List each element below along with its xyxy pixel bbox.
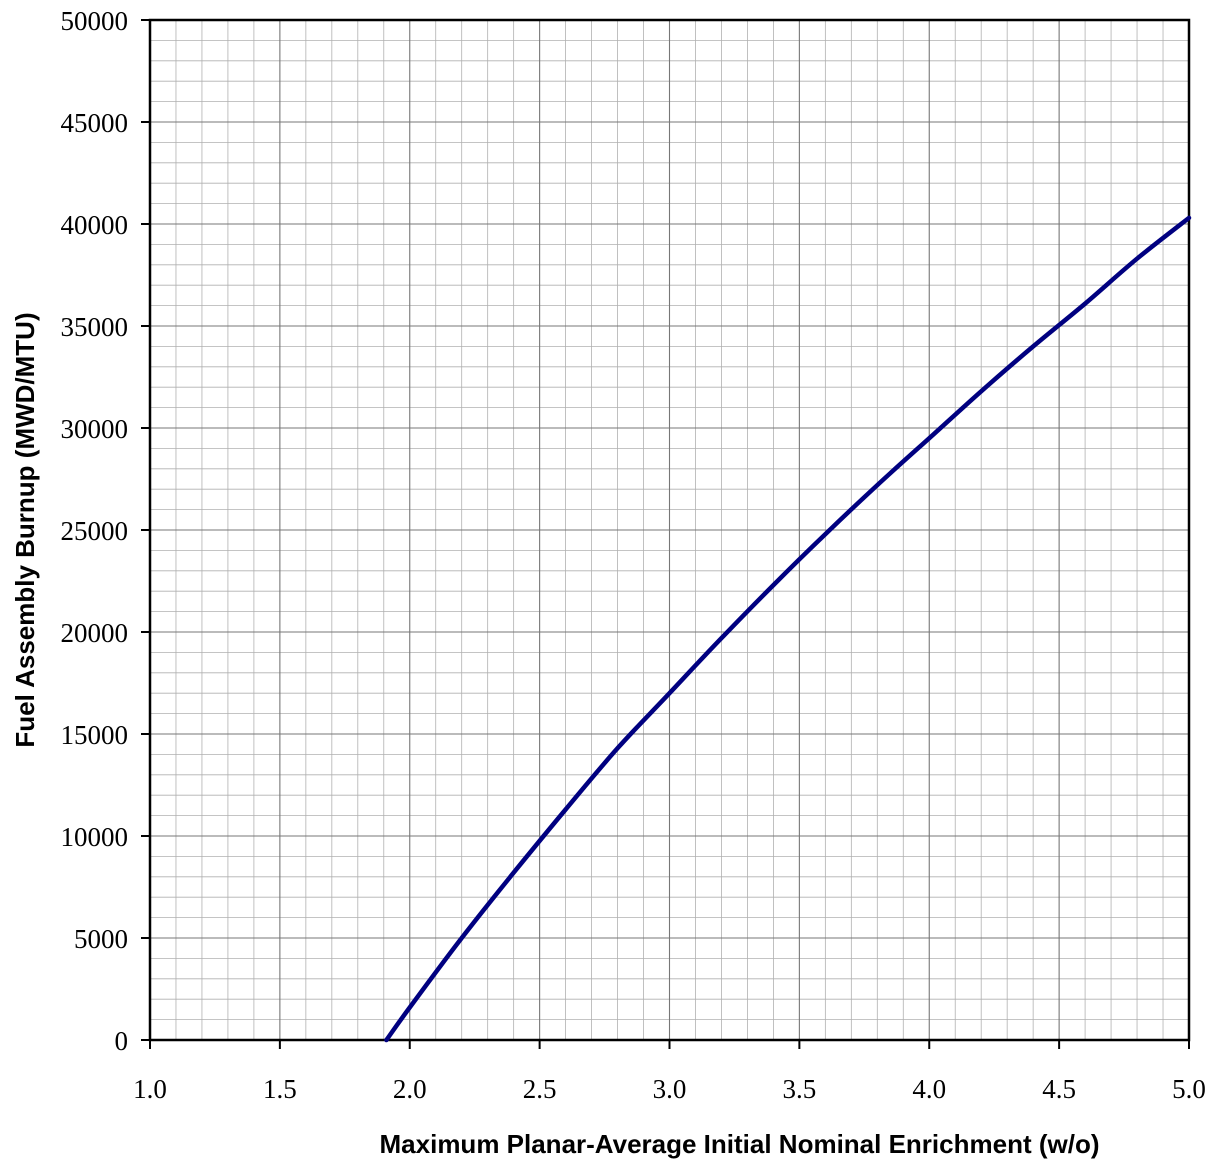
y-tick-label: 45000 [61, 108, 129, 138]
series-line [384, 215, 1192, 1043]
x-tick-label: 2.0 [393, 1074, 427, 1104]
y-axis-title: Fuel Assembly Burnup (MWD/MTU) [10, 312, 40, 747]
x-tick-label: 4.0 [912, 1074, 946, 1104]
y-axis-ticks [141, 19, 150, 1041]
x-tick-label: 2.5 [523, 1074, 557, 1104]
y-tick-label: 5000 [74, 924, 128, 954]
x-tick-label: 5.0 [1172, 1074, 1206, 1104]
x-tick-label: 3.5 [783, 1074, 817, 1104]
y-tick-label: 50000 [61, 6, 129, 36]
x-tick-label: 3.0 [653, 1074, 687, 1104]
y-axis-tick-labels: 0 5000 10000 15000 20000 25000 30000 35000 40000… [61, 6, 129, 1056]
x-axis-ticks [149, 1040, 1190, 1049]
y-tick-label: 10000 [61, 822, 129, 852]
x-tick-label: 4.5 [1042, 1074, 1076, 1104]
x-axis-title: Maximum Planar-Average Initial Nominal E… [380, 1129, 1100, 1159]
y-tick-label: 25000 [61, 516, 129, 546]
grid-major-lines [150, 20, 1189, 1040]
y-tick-label: 30000 [61, 414, 129, 444]
y-tick-label: 0 [115, 1026, 129, 1056]
y-tick-label: 35000 [61, 312, 129, 342]
x-tick-label: 1.5 [263, 1074, 297, 1104]
y-tick-label: 20000 [61, 618, 129, 648]
y-tick-label: 40000 [61, 210, 129, 240]
x-axis-tick-labels: 1.0 1.5 2.0 2.5 3.0 3.5 4.0 4.5 5.0 [133, 1074, 1206, 1104]
y-tick-label: 15000 [61, 720, 129, 750]
x-tick-label: 1.0 [133, 1074, 167, 1104]
